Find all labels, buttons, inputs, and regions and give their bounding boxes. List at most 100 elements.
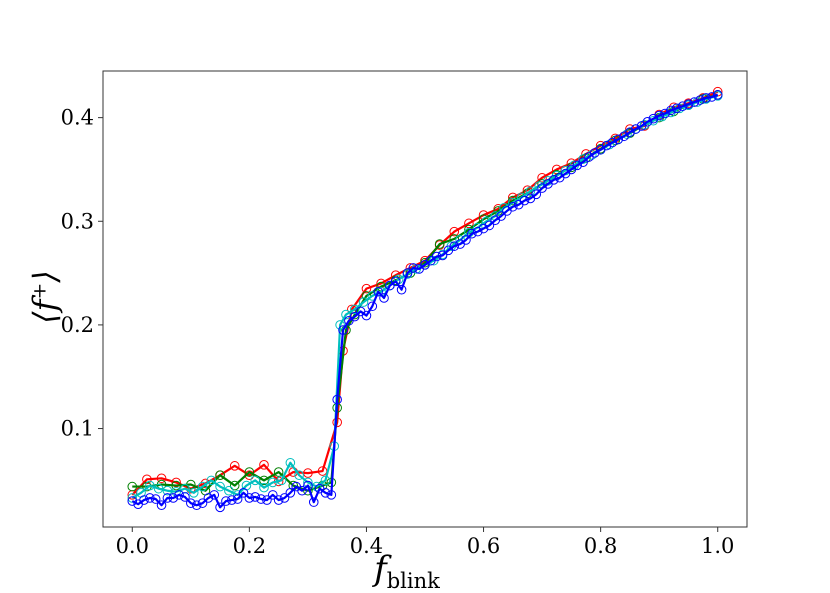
y-tick-label: 0.2 — [61, 313, 94, 337]
y-axis-ticks: 0.1 0.2 0.3 0.4 — [61, 106, 103, 441]
data-point — [613, 134, 624, 145]
data-point — [320, 488, 331, 498]
data-point — [142, 474, 152, 485]
data-point — [437, 250, 448, 261]
data-point — [434, 239, 445, 249]
data-point — [273, 467, 284, 477]
y-tick-label: 0.3 — [61, 209, 94, 233]
data-point — [393, 274, 404, 285]
data-point — [683, 99, 694, 109]
data-point — [358, 297, 369, 307]
data-point — [232, 494, 243, 504]
data-point — [238, 488, 249, 498]
data-point — [127, 496, 138, 506]
y-tick-label: 0.1 — [61, 417, 94, 441]
data-point — [229, 480, 240, 491]
data-point — [279, 493, 290, 503]
data-point — [221, 496, 231, 506]
data-point — [335, 320, 345, 330]
plot-frame — [102, 70, 748, 528]
data-point — [361, 310, 372, 321]
data-point — [587, 150, 597, 160]
data-point — [666, 105, 676, 116]
data-point — [712, 90, 723, 100]
y-tick-label: 0.4 — [61, 106, 94, 130]
data-point — [259, 482, 269, 493]
x-tick-label: 0.6 — [467, 534, 500, 558]
data-point — [320, 475, 331, 486]
data-point — [449, 241, 460, 251]
data-point — [197, 498, 208, 508]
data-point — [250, 492, 261, 502]
data-point — [215, 470, 225, 480]
data-point — [589, 148, 600, 158]
data-point — [267, 490, 278, 500]
data-point — [707, 92, 717, 102]
x-axis-label-subscript: blink — [387, 569, 440, 593]
data-point — [229, 461, 240, 471]
data-point — [361, 283, 372, 294]
data-point — [153, 483, 164, 494]
data-point — [572, 160, 583, 171]
data-point — [496, 211, 506, 221]
data-point — [464, 218, 474, 229]
data-point — [622, 129, 632, 140]
data-point — [484, 220, 495, 231]
data-point — [308, 497, 319, 507]
data-point — [188, 488, 199, 498]
data-point — [461, 235, 471, 245]
data-point — [654, 110, 664, 121]
data-point — [578, 157, 588, 167]
data-point — [449, 226, 460, 237]
data-point — [168, 493, 179, 503]
data-point — [186, 498, 196, 508]
data-point — [285, 457, 296, 468]
data-point — [408, 263, 419, 273]
data-point — [145, 493, 155, 503]
data-point — [677, 101, 688, 112]
data-point — [396, 284, 407, 295]
data-point — [326, 490, 337, 500]
x-tick-label: 0.2 — [233, 534, 266, 558]
data-point — [191, 500, 202, 511]
data-point — [689, 97, 700, 107]
data-point — [303, 468, 313, 478]
data-point — [215, 502, 225, 513]
x-tick-label: 0.0 — [116, 534, 149, 558]
data-point — [285, 488, 296, 498]
data-point — [244, 467, 255, 477]
data-point — [472, 226, 483, 237]
data-point — [478, 223, 489, 234]
data-point — [660, 108, 670, 119]
data-point — [642, 116, 653, 127]
data-point — [180, 492, 190, 502]
data-point — [701, 93, 711, 103]
data-point — [224, 485, 234, 496]
x-axis-ticks: 0.0 0.2 0.4 0.6 0.8 1.0 — [116, 527, 734, 558]
data-point — [244, 493, 255, 503]
data-point — [250, 475, 261, 486]
data-point — [174, 490, 184, 500]
data-point — [156, 473, 167, 484]
data-point — [390, 276, 401, 287]
data-point — [349, 311, 360, 322]
data-point — [373, 286, 383, 297]
data-point — [431, 251, 442, 262]
data-point — [525, 186, 536, 197]
data-point — [276, 475, 287, 486]
data-point — [303, 480, 313, 491]
data-point — [601, 140, 612, 151]
data-point — [379, 293, 389, 303]
data-point — [402, 268, 413, 278]
data-point — [256, 494, 266, 504]
data-point — [203, 493, 214, 503]
data-point — [215, 481, 225, 492]
data-point — [197, 481, 208, 492]
data-point — [519, 195, 530, 206]
data-point — [625, 127, 635, 137]
data-point — [332, 394, 342, 405]
x-tick-label: 0.8 — [584, 534, 617, 558]
x-tick-label: 1.0 — [701, 534, 734, 558]
data-point — [171, 477, 181, 488]
